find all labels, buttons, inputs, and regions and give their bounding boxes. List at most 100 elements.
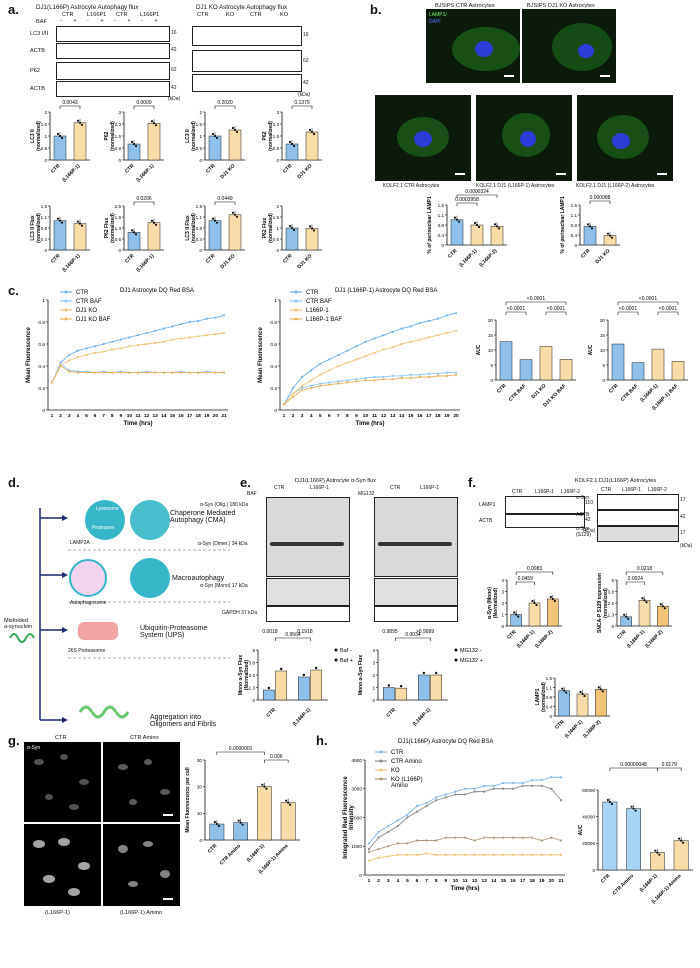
a-kda-l: (kDa)	[168, 96, 181, 102]
e-blot-gapdh-r	[374, 606, 458, 622]
a-blot-actb2	[56, 81, 170, 97]
data-point	[586, 223, 590, 226]
x-tick-label: CTR	[506, 629, 518, 641]
panel-label-b: b.	[370, 2, 382, 17]
x-tick-label: 8	[435, 878, 438, 884]
x-tick-label: 15	[170, 413, 176, 419]
data-point	[645, 601, 648, 604]
b-image-ctr: LAMP1/ DAPI	[426, 9, 520, 83]
series-point	[85, 353, 88, 357]
x-tick-label: 13	[482, 878, 488, 884]
y-tick-label: 0.8	[41, 226, 48, 231]
sig-bracket	[609, 767, 658, 771]
x-tick-label: CTR	[385, 707, 397, 719]
a-row-actb1: ACTB	[30, 48, 45, 54]
series-point	[406, 842, 409, 845]
b-stain-label: LAMP1/	[429, 12, 447, 18]
series-point	[373, 337, 376, 340]
bar	[275, 670, 288, 701]
legend-label: KO (L166P)	[391, 777, 423, 783]
y-axis-label: (normalized)	[268, 121, 274, 151]
series-point	[436, 372, 439, 375]
a-mw-r16: 16	[303, 32, 309, 38]
legend-label: CTR	[306, 290, 319, 296]
series-point	[337, 364, 340, 368]
y-tick-label: 0	[252, 698, 255, 703]
series-point	[483, 790, 486, 793]
series-point	[76, 356, 79, 359]
x-tick-label: 14	[161, 413, 167, 419]
x-tick-label: 10	[363, 413, 369, 419]
y-axis-label: AUC	[578, 824, 584, 835]
series-point	[483, 836, 486, 839]
y-tick-label: 1.1	[438, 213, 445, 218]
series-point	[355, 380, 358, 383]
y-tick-label: 3	[501, 589, 504, 594]
data-point	[217, 824, 220, 828]
x-tick-label: 9	[119, 413, 122, 419]
series-point	[128, 371, 131, 374]
y-tick-label: 2.3	[115, 122, 122, 127]
y-axis-label: Mono α-Syn Flux	[358, 655, 364, 696]
y-tick-label: 0	[490, 378, 493, 383]
x-tick-label: (L166P-1)	[639, 873, 659, 893]
e-head-ctr1: CTR	[274, 485, 285, 491]
y-tick-label: 3.8	[249, 660, 256, 665]
x-tick-label: CTR	[282, 163, 294, 175]
a-head-l1: L166P1	[87, 12, 107, 18]
series-point	[93, 345, 97, 348]
series-point	[111, 348, 114, 351]
series-point	[111, 340, 114, 343]
d-ups: Ubiquitin-Proteasome System (UPS)	[140, 625, 208, 639]
baf-sign: -	[141, 18, 143, 24]
y-tick-label: 2	[501, 601, 504, 606]
x-tick-label: 19	[204, 413, 210, 419]
data-point	[154, 223, 158, 226]
series-point	[473, 787, 476, 790]
y-tick-label: 1.1	[196, 215, 203, 220]
legend-label: MG132 -	[460, 648, 482, 654]
sig-bracket	[617, 301, 679, 305]
series-point	[282, 403, 286, 406]
data-point	[285, 799, 288, 802]
legend-marker	[64, 317, 68, 321]
series-point	[154, 341, 157, 344]
d-cma: Chaperone Mediated Autophagy (CMA)	[170, 510, 236, 524]
data-point	[56, 132, 60, 136]
a-mw-42a: 42	[171, 47, 177, 53]
baf-sign: -	[60, 18, 62, 24]
data-point	[387, 684, 391, 687]
p-value: 0.0034	[405, 632, 421, 638]
series-line	[283, 372, 456, 405]
series-point	[328, 369, 331, 372]
a-title-right: DJ1 KO Astrocyte Autophagy flux	[196, 4, 288, 11]
series-point	[521, 784, 524, 787]
bar	[602, 801, 618, 871]
y-axis-label: (normalized)	[110, 121, 116, 151]
b-image-kolf-ctr	[375, 95, 471, 181]
series-point	[119, 347, 122, 350]
series-line	[51, 365, 224, 383]
data-point	[267, 686, 271, 690]
a-row-p62: P62	[30, 68, 40, 74]
y-tick-label: 3	[276, 110, 279, 115]
x-tick-label: CTR	[608, 383, 620, 395]
a-baf-signs: - + - + - + - +	[60, 18, 170, 26]
y-tick-label: 40000	[582, 814, 595, 819]
data-point	[422, 671, 426, 675]
p-value: 0.9564	[285, 632, 301, 638]
y-tick-label: 2.5	[115, 204, 122, 209]
legend-label: CTR BAF	[306, 299, 332, 305]
x-tick-label: CTR	[124, 163, 136, 175]
y-axis-label: (normalized)	[191, 121, 197, 151]
legend-label: L166P-1	[306, 308, 329, 314]
p-value: 0.2020	[217, 100, 233, 106]
bar	[528, 602, 541, 627]
x-tick-label: 11	[372, 413, 377, 419]
d-aggregation: Aggregation into Oligomers and Fibrils	[150, 714, 217, 728]
x-tick-label: 1	[368, 878, 371, 884]
p-value: 0.0009	[136, 100, 152, 106]
series-point	[291, 392, 295, 395]
y-axis-label: (normalized)	[110, 213, 116, 243]
data-point	[215, 221, 219, 224]
